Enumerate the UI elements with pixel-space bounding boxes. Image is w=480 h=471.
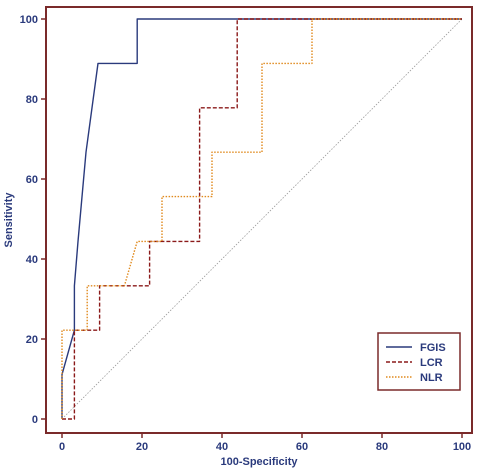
diagonal-reference [61,18,463,420]
y-tick-label: 0 [32,414,38,426]
legend-label-lcr: LCR [420,357,443,369]
y-axis: 0 20 40 60 80 100 [20,14,46,426]
y-tick-label: 80 [26,94,38,106]
x-axis-title: 100-Specificity [220,456,298,468]
diagonal-line [61,18,463,420]
x-tick-label: 0 [59,441,65,453]
x-tick-label: 60 [296,441,308,453]
series-line-lcr [62,18,462,420]
y-tick-label: 20 [26,334,38,346]
x-tick-label: 100 [453,441,471,453]
legend: FGIS LCR NLR [377,332,461,391]
x-tick-label: 20 [136,441,148,453]
legend-box [377,332,461,391]
series-line-fgis [61,18,462,419]
series-layer [61,18,462,420]
y-tick-label: 100 [20,14,38,26]
legend-label-nlr: NLR [420,372,443,384]
series-line-nlr [61,18,462,419]
x-tick-label: 40 [216,441,228,453]
plot-frame [45,6,473,434]
legend-label-fgis: FGIS [420,342,446,354]
x-axis: 0 20 40 60 80 100 [59,433,471,453]
y-tick-label: 40 [26,254,38,266]
y-axis-title: Sensitivity [3,192,15,248]
y-tick-label: 60 [26,174,38,186]
x-tick-label: 80 [376,441,388,453]
